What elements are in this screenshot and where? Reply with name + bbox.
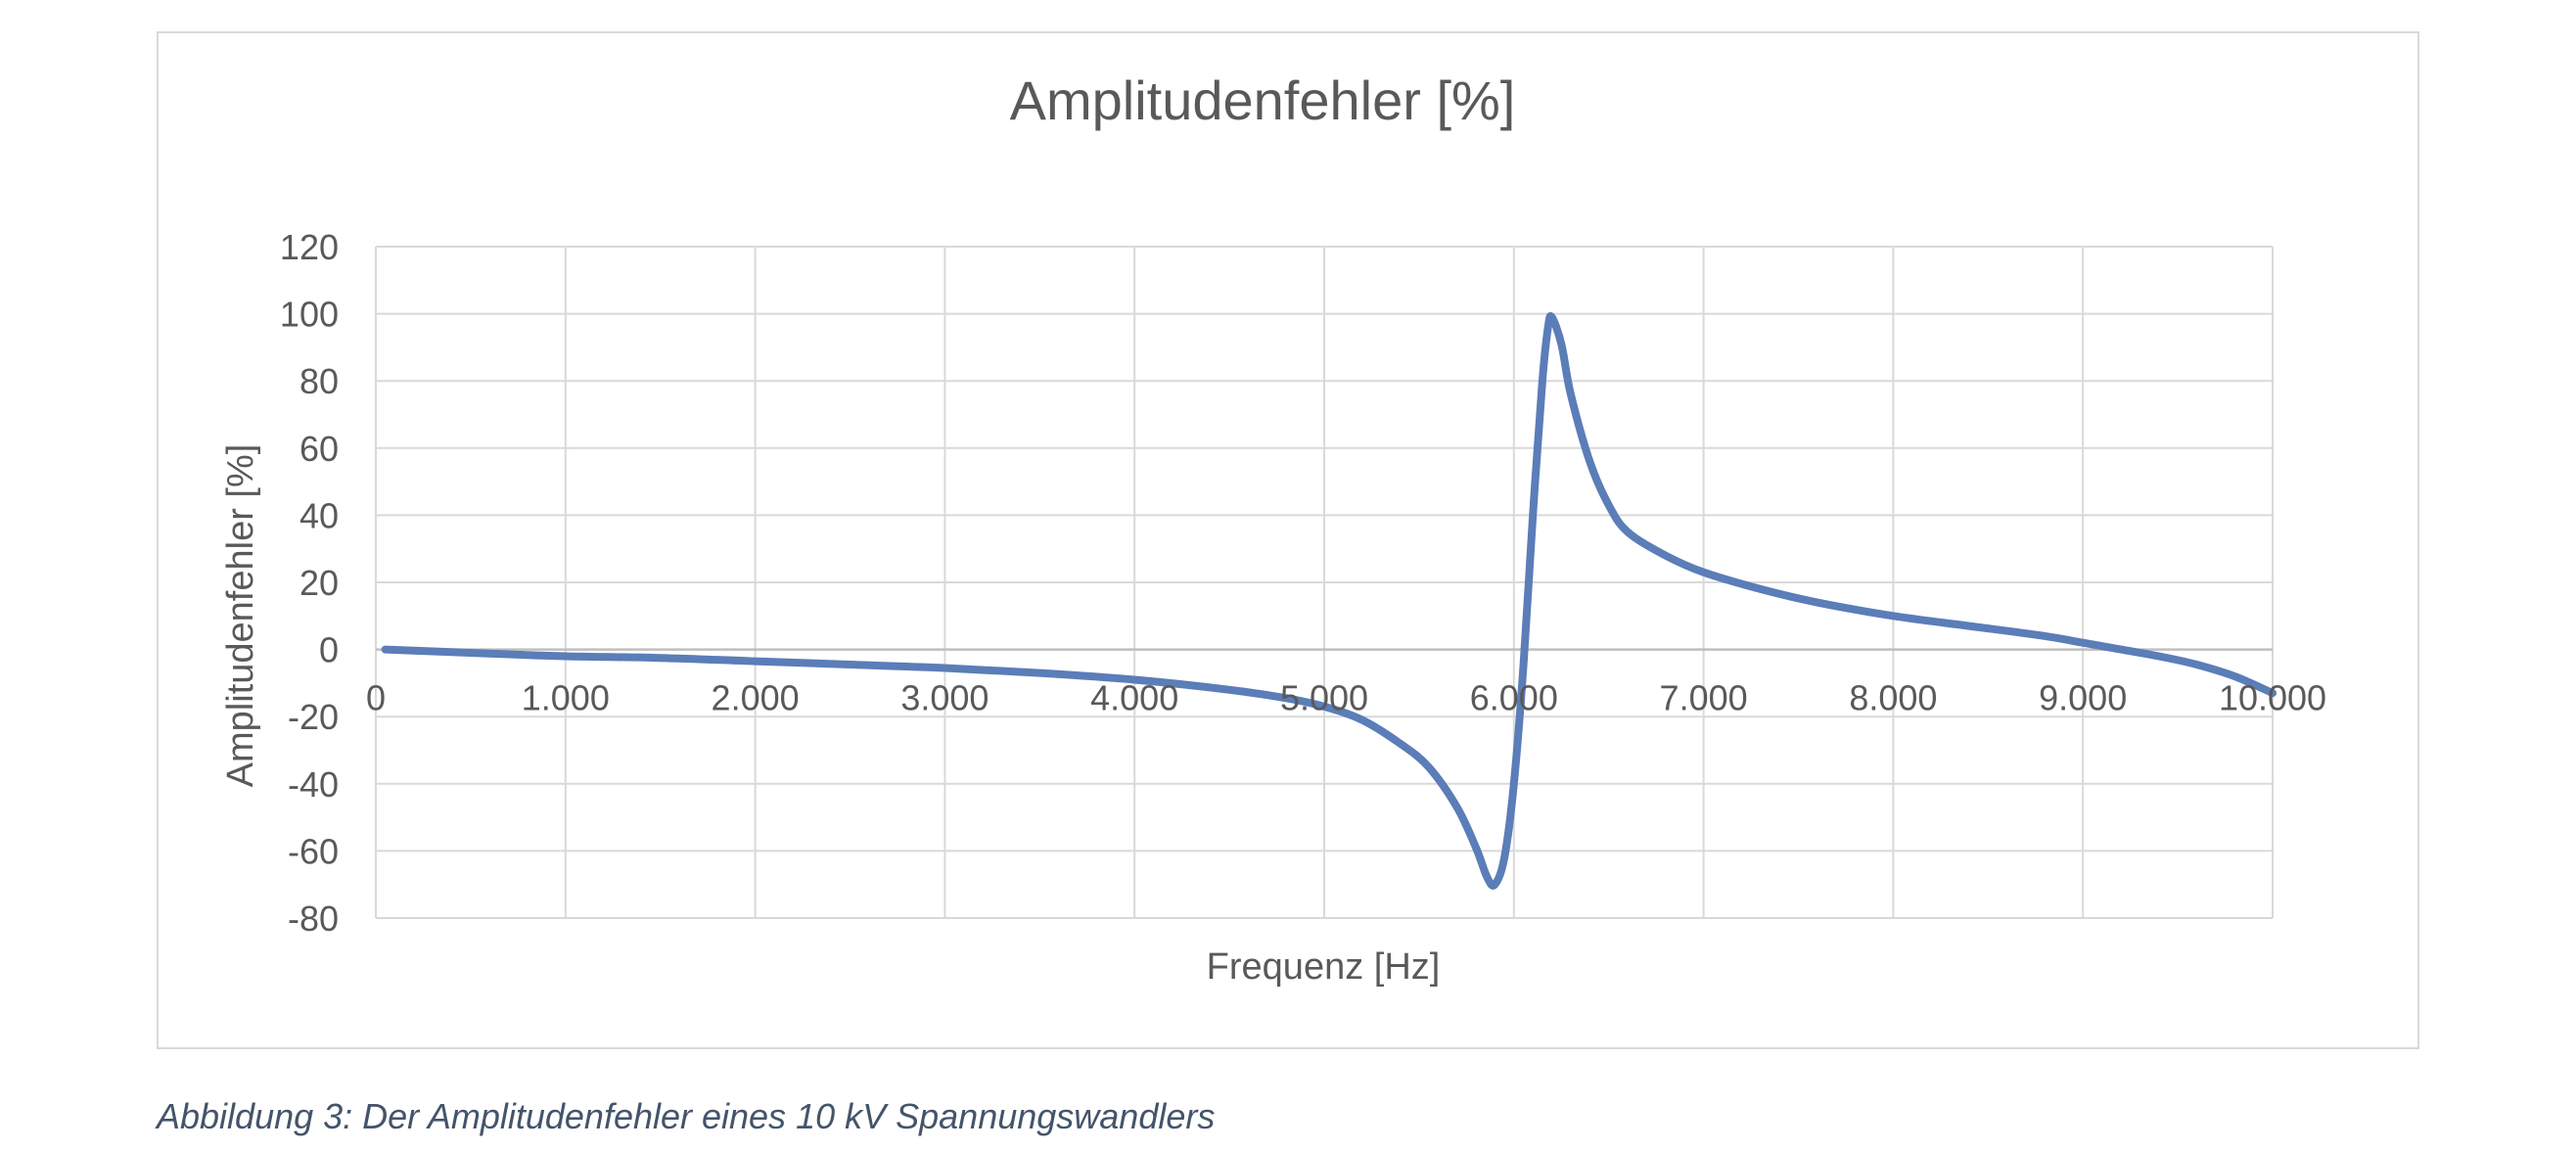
y-tick-label: 0 <box>319 630 339 670</box>
grid-lines <box>375 246 2274 919</box>
y-tick-label: -40 <box>288 764 339 805</box>
y-tick-label: 80 <box>299 361 339 401</box>
y-tick-label: -60 <box>288 831 339 871</box>
series-line <box>381 311 2277 890</box>
x-tick-label: 9.000 <box>2039 678 2127 718</box>
line-chart: -80 -60 -40 -20 0 20 40 60 80 100 120 0 1.000 2.000 3.… <box>220 69 2326 988</box>
y-tick-label: 40 <box>299 495 339 535</box>
y-tick-label: 120 <box>280 227 339 267</box>
x-tick-label: 7.000 <box>1660 678 1748 718</box>
x-tick-label: 6.000 <box>1470 678 1558 718</box>
series-layer <box>381 311 2277 890</box>
x-tick-label: 0 <box>366 678 386 718</box>
y-tick-label: 20 <box>299 563 339 603</box>
x-tick-label: 2.000 <box>712 678 800 718</box>
y-tick-label: -80 <box>288 898 339 939</box>
y-tick-label: -20 <box>288 697 339 737</box>
y-axis-title: Amplitudenfehler [%] <box>220 444 261 788</box>
tick-labels: -80 -60 -40 -20 0 20 40 60 80 100 120 0 1.000 2.000 3.… <box>280 227 2326 939</box>
x-tick-label: 8.000 <box>1849 678 1937 718</box>
x-tick-label: 3.000 <box>900 678 989 718</box>
x-tick-label: 1.000 <box>522 678 610 718</box>
chart-frame: -80 -60 -40 -20 0 20 40 60 80 100 120 0 1.000 2.000 3.… <box>157 31 2419 1049</box>
y-tick-label: 60 <box>299 429 339 469</box>
figure-caption: Abbildung 3: Der Amplitudenfehler eines … <box>157 1096 1216 1136</box>
x-tick-label: 4.000 <box>1090 678 1178 718</box>
x-tick-label: 5.000 <box>1280 678 1368 718</box>
y-tick-label: 100 <box>280 295 339 335</box>
x-axis-title: Frequenz [Hz] <box>1207 946 1441 988</box>
x-tick-label: 10.000 <box>2219 678 2326 718</box>
chart-title: Amplitudenfehler [%] <box>1010 69 1516 131</box>
